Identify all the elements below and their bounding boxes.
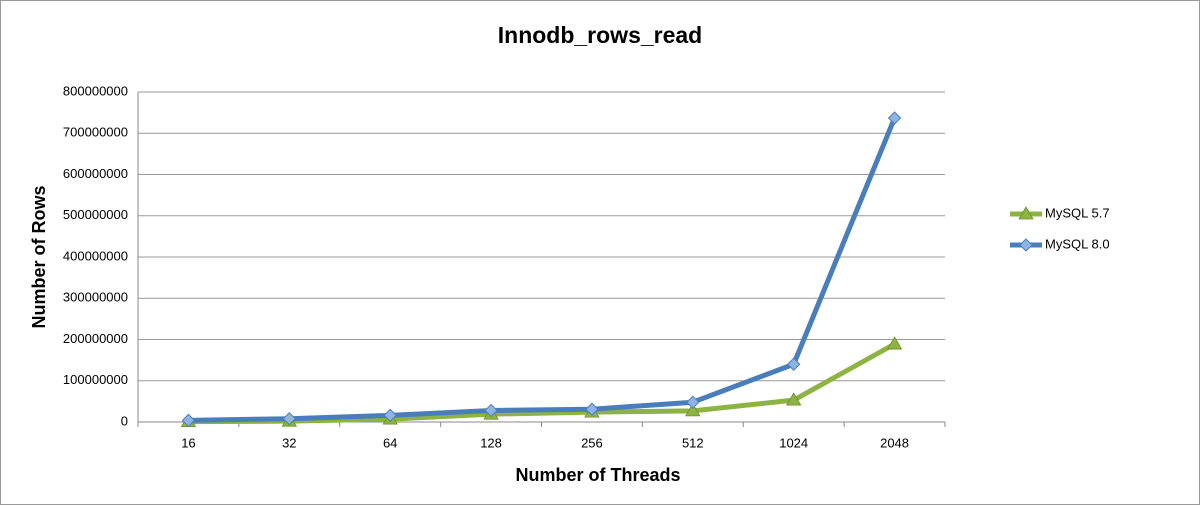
y-tick-label: 200000000 (63, 331, 128, 346)
series-line (188, 117, 897, 423)
legend-marker (1019, 238, 1033, 252)
x-tick-label: 32 (282, 435, 296, 450)
marker (181, 413, 196, 428)
marker (383, 408, 397, 423)
y-tick-label: 300000000 (63, 290, 128, 305)
y-tick-label: 400000000 (63, 248, 128, 263)
x-tick-label: 16 (181, 435, 195, 450)
x-tick-label: 1024 (779, 435, 808, 450)
x-tick-label: 2048 (880, 435, 909, 450)
legend-marker (1018, 206, 1034, 220)
x-tick-label: 64 (383, 435, 397, 450)
y-tick-label: 700000000 (63, 125, 128, 140)
marker (785, 392, 802, 406)
x-tick-label: 512 (682, 435, 704, 450)
y-tick-label: 600000000 (63, 166, 128, 181)
marker (484, 403, 498, 418)
marker (786, 357, 801, 371)
x-axis-title: Number of Threads (515, 465, 680, 485)
x-tick-label: 256 (581, 435, 603, 450)
y-tick-label: 100000000 (63, 372, 128, 387)
legend-label: MySQL 8.0 (1045, 236, 1110, 251)
marker (585, 402, 599, 416)
y-tick-label: 0 (121, 413, 128, 428)
chart-title: Innodb_rows_read (498, 22, 702, 48)
y-axis-title: Number of Rows (29, 185, 49, 328)
legend-label: MySQL 5.7 (1045, 205, 1110, 220)
y-tick-label: 500000000 (63, 207, 128, 222)
marker (282, 411, 297, 426)
marker (886, 336, 903, 350)
series-line (188, 341, 896, 425)
marker (685, 403, 701, 417)
y-tick-label: 800000000 (63, 83, 128, 98)
marker (887, 111, 902, 125)
x-tick-label: 128 (480, 435, 502, 450)
marker (686, 395, 700, 409)
